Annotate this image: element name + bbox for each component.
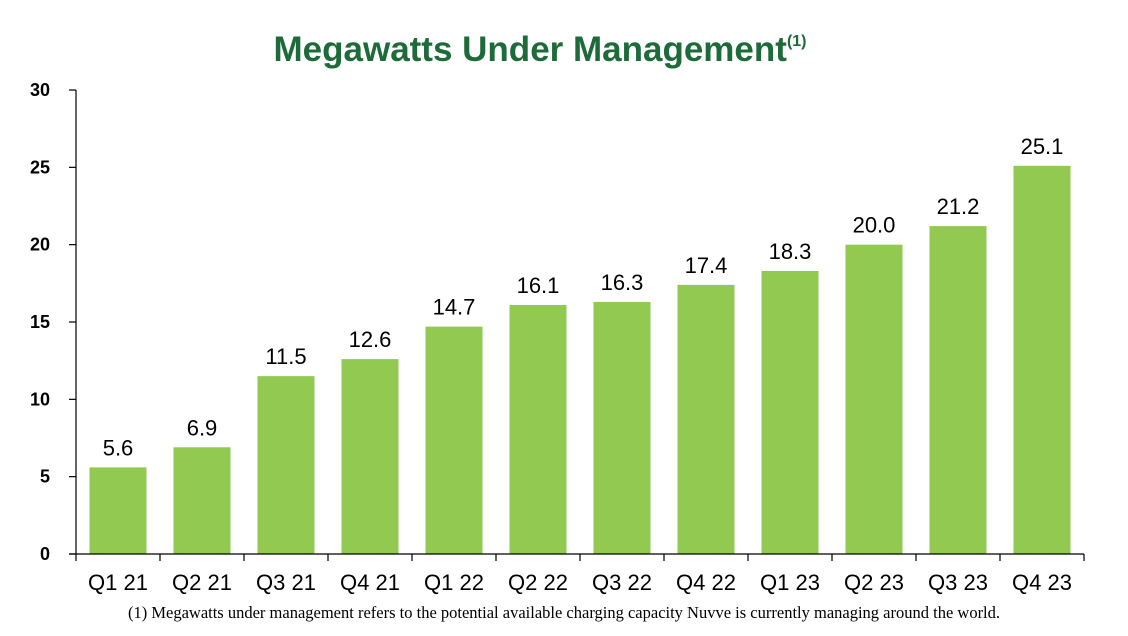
x-tick-label: Q4 21	[340, 570, 400, 595]
y-axis: 0 5 10 15 20 25 30	[30, 80, 77, 564]
bar	[845, 244, 903, 554]
footnote: (1) Megawatts under management refers to…	[127, 603, 1001, 622]
bar-value-label: 25.1	[1021, 134, 1064, 159]
x-tick-label: Q2 22	[508, 570, 568, 595]
x-axis: Q1 21 Q2 21 Q3 21 Q4 21 Q1 22 Q2 22 Q3 22 Q4 22…	[69, 553, 1085, 595]
bar-chart-svg: Megawatts Under Management(1) 0 5 10 15 20 25…	[30, 30, 1085, 595]
bar-value-label: 14.7	[433, 295, 476, 320]
bar	[173, 447, 231, 554]
y-tick-label: 15	[30, 312, 50, 332]
bar	[1013, 165, 1071, 554]
bar	[257, 376, 315, 554]
bar-value-label: 17.4	[685, 253, 728, 278]
y-tick-label: 5	[40, 467, 50, 487]
bar-value-label: 12.6	[349, 327, 392, 352]
bar-value-label: 21.2	[937, 194, 980, 219]
chart-title: Megawatts Under Management(1)	[274, 30, 807, 69]
chart-title-superscript: (1)	[787, 33, 807, 50]
bar-value-label: 11.5	[265, 344, 306, 369]
bar-value-label: 20.0	[853, 213, 896, 238]
bar	[89, 467, 147, 554]
x-tick-label: Q2 21	[172, 570, 232, 595]
x-tick-label: Q1 22	[424, 570, 484, 595]
y-tick-label: 10	[30, 389, 50, 409]
bar-value-label: 5.6	[103, 435, 134, 460]
bar	[425, 326, 483, 554]
y-tick-label: 30	[30, 80, 50, 100]
x-tick-label: Q2 23	[844, 570, 904, 595]
bar	[509, 304, 567, 554]
chart-title-text: Megawatts Under Management	[274, 30, 788, 69]
bar	[593, 301, 651, 554]
x-tick-label: Q1 23	[760, 570, 820, 595]
x-tick-label: Q3 21	[256, 570, 316, 595]
bar-value-label: 18.3	[769, 239, 812, 264]
x-tick-label: Q3 22	[592, 570, 652, 595]
bar	[677, 284, 735, 554]
y-tick-label: 0	[40, 544, 50, 564]
x-tick-label: Q3 23	[928, 570, 988, 595]
x-tick-label: Q4 23	[1012, 570, 1072, 595]
bars: 5.6 6.9 11.5 12.6 14.7 16.1 16.3 17.4 18.3 20.0 21…	[89, 134, 1071, 554]
bar-value-label: 16.1	[517, 273, 560, 298]
bar	[761, 270, 819, 554]
bar	[341, 359, 399, 554]
bar-value-label: 6.9	[187, 415, 218, 440]
x-tick-label: Q4 22	[676, 570, 736, 595]
bar	[929, 226, 987, 554]
y-tick-label: 25	[30, 157, 50, 177]
y-tick-label: 20	[30, 235, 50, 255]
x-tick-label: Q1 21	[88, 570, 148, 595]
bar-value-label: 16.3	[601, 270, 644, 295]
